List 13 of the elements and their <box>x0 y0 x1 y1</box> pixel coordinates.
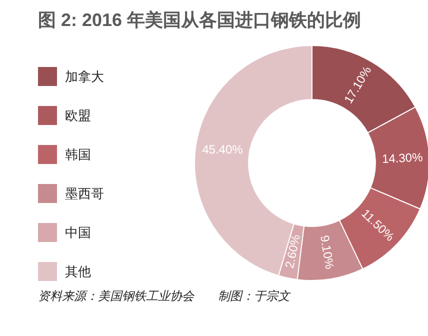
legend-label: 韩国 <box>65 146 91 164</box>
legend-label: 墨西哥 <box>65 184 104 202</box>
legend-label: 中国 <box>65 224 91 242</box>
data-label: 2.60% <box>282 232 304 270</box>
legend-label: 其他 <box>65 262 91 280</box>
text: 资料来源：美国钢铁工业协会 <box>38 289 194 303</box>
data-label: 9.10% <box>317 234 337 270</box>
data-label: 45.40% <box>202 142 244 156</box>
text: 制图：于宗文 <box>218 289 290 303</box>
data-label: 14.30% <box>382 150 424 166</box>
legend-label: 欧盟 <box>65 106 91 124</box>
chart-title: 图 2: 2016 年美国从各国进口钢铁的比例 <box>38 9 362 32</box>
legend-label: 加拿大 <box>65 68 104 86</box>
